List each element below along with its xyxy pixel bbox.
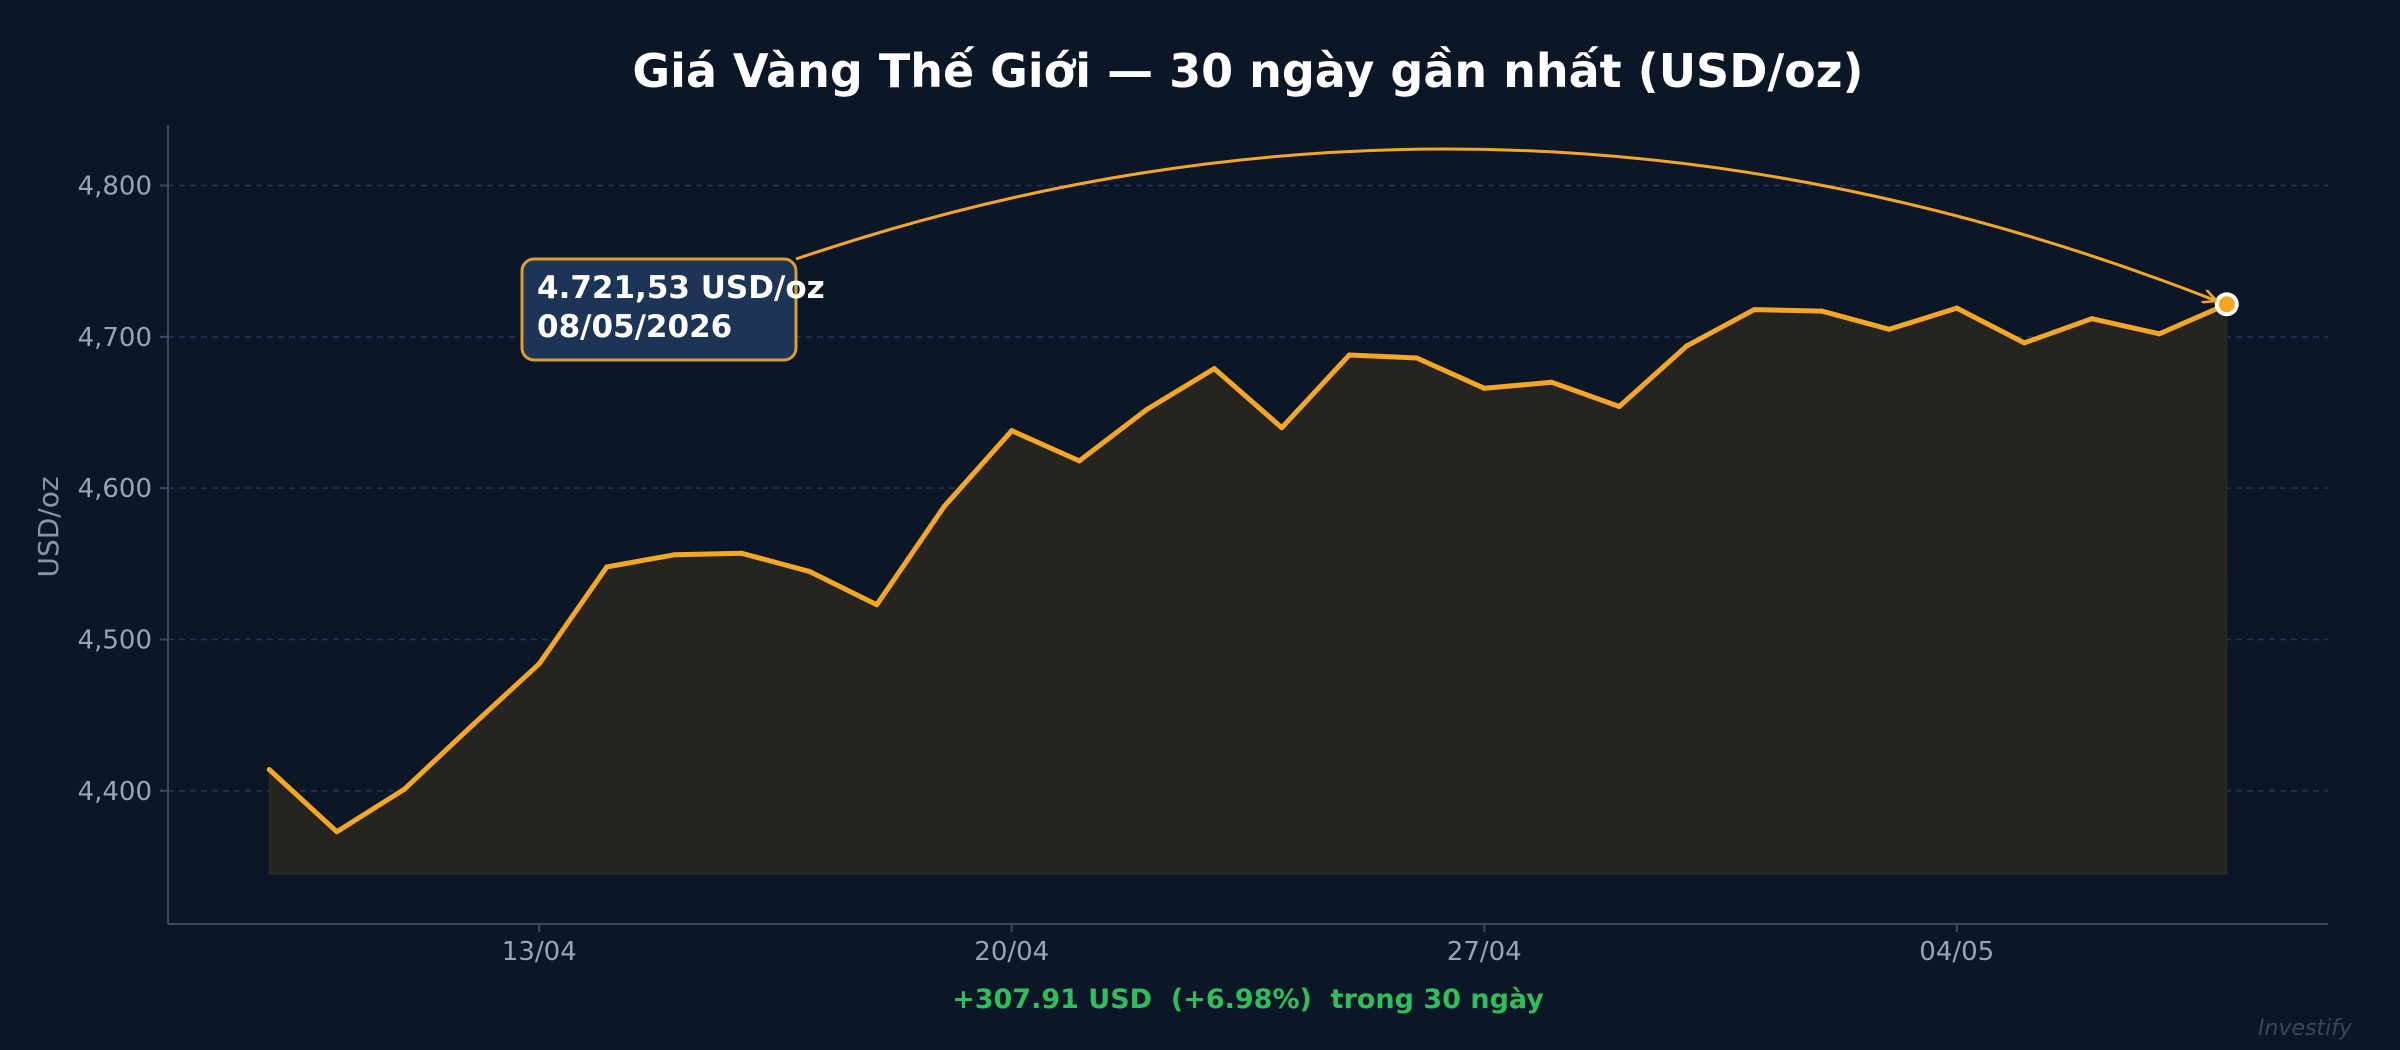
- data-point: [2021, 340, 2027, 346]
- data-point: [401, 786, 407, 792]
- data-point: [1616, 403, 1622, 409]
- data-point: [266, 767, 272, 773]
- data-point: [739, 550, 745, 556]
- x-tick-label: 20/04: [974, 937, 1049, 967]
- x-tick-label: 04/05: [1919, 937, 1994, 967]
- data-point: [1279, 425, 1285, 431]
- y-tick-label: 4,500: [78, 626, 152, 656]
- data-point: [1346, 352, 1352, 358]
- change-summary: +307.91 USD (+6.98%) trong 30 ngày: [952, 984, 1544, 1015]
- line-layer: [266, 292, 2239, 835]
- x-tick-label: 13/04: [502, 937, 577, 967]
- data-point: [1819, 308, 1825, 314]
- price-area: [268, 303, 2228, 875]
- x-tick-label: 27/04: [1447, 937, 1522, 967]
- annotation-date: 08/05/2026: [537, 309, 732, 345]
- data-point: [1481, 385, 1487, 391]
- y-tick-label: 4,400: [78, 777, 152, 807]
- x-ticks: 13/04 20/04 27/04 04/05: [502, 924, 1994, 967]
- data-point: [1144, 406, 1150, 412]
- data-point: [2156, 331, 2162, 337]
- data-point: [1886, 326, 1892, 332]
- data-point: [874, 602, 880, 608]
- data-point: [334, 829, 340, 835]
- data-point: [671, 552, 677, 558]
- price-line: [266, 301, 2230, 835]
- latest-point: [2218, 296, 2235, 313]
- data-point: [1076, 458, 1082, 464]
- data-point: [604, 564, 610, 570]
- y-axis-label: USD/oz: [32, 476, 65, 577]
- watermark: Investify: [2258, 1016, 2353, 1041]
- data-point: [1751, 307, 1757, 313]
- data-point: [1009, 428, 1015, 434]
- data-point: [1414, 355, 1420, 361]
- y-ticks: 4,400 4,500 4,600 4,700 4,800: [78, 172, 168, 807]
- data-point: [806, 568, 812, 574]
- data-point: [469, 723, 475, 729]
- annotation-box: [520, 257, 798, 362]
- data-point: [2089, 316, 2095, 322]
- data-point: [941, 503, 947, 509]
- y-tick-label: 4,700: [78, 323, 152, 353]
- annotation-price: 4.721,53 USD/oz: [537, 270, 825, 306]
- y-tick-label: 4,800: [78, 172, 152, 202]
- data-point: [1549, 379, 1555, 385]
- data-point: [1211, 366, 1217, 372]
- data-point: [536, 661, 542, 667]
- data-point: [1684, 343, 1690, 349]
- area-layer: [268, 303, 2228, 875]
- data-point: [1954, 305, 1960, 311]
- annotation-arrow: [795, 147, 2215, 300]
- y-tick-label: 4,600: [78, 474, 152, 504]
- annotation: 4.721,53 USD/oz 08/05/2026: [520, 147, 2215, 362]
- chart-title: Giá Vàng Thế Giới — 30 ngày gần nhất (US…: [632, 44, 1863, 98]
